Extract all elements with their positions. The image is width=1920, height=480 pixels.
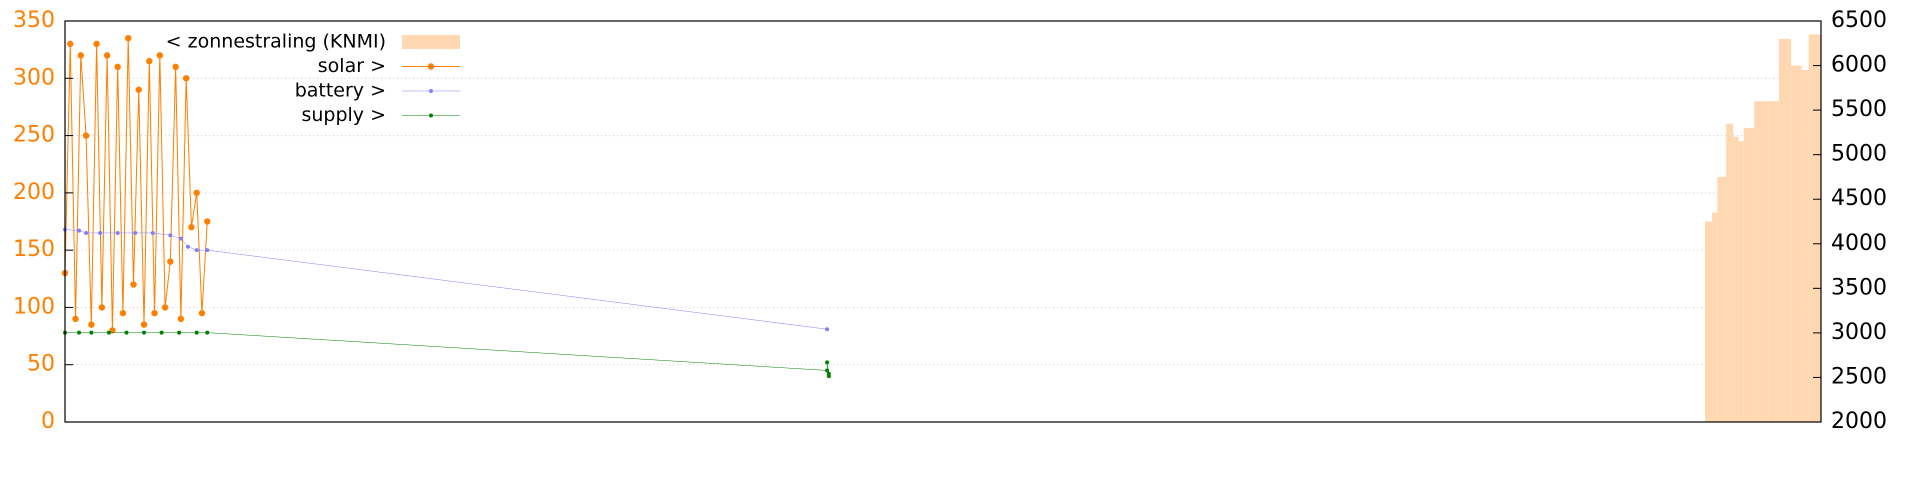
data-point <box>182 75 190 82</box>
data-point <box>77 52 85 59</box>
y-tick-label: 0 <box>41 409 55 434</box>
data-point <box>106 330 111 335</box>
series-line <box>64 38 208 331</box>
data-point <box>167 258 174 265</box>
data-point <box>151 309 158 317</box>
data-point <box>82 132 90 139</box>
data-point <box>88 321 95 328</box>
legend-label: < zonnestraling (KNMI) <box>166 31 386 53</box>
y2-tick-label: 6500 <box>1831 8 1887 33</box>
legend-point <box>429 89 433 93</box>
data-point <box>178 236 183 241</box>
data-point <box>193 189 200 197</box>
area-bar <box>1705 221 1713 422</box>
data-point <box>161 304 169 311</box>
data-point <box>115 230 120 235</box>
legend-point <box>427 63 435 70</box>
area-bar <box>1712 212 1718 422</box>
data-point <box>177 315 185 323</box>
area-bar <box>1743 127 1755 422</box>
data-point <box>124 330 129 335</box>
data-point <box>98 304 106 311</box>
data-point <box>205 248 210 253</box>
data-point <box>67 40 74 48</box>
data-point <box>142 330 147 335</box>
area-bar <box>1717 176 1727 422</box>
area-bar <box>1738 141 1744 423</box>
data-point <box>185 244 190 249</box>
area-bar <box>1754 101 1769 422</box>
data-point <box>133 230 138 235</box>
data-point <box>125 34 132 42</box>
data-point <box>103 52 111 59</box>
y2-tick-label: 4500 <box>1831 186 1887 211</box>
data-point <box>194 248 199 253</box>
y2-tick-label: 3000 <box>1831 320 1887 345</box>
data-point <box>825 327 830 332</box>
data-point <box>77 228 82 233</box>
area-bar <box>1808 34 1821 422</box>
y-tick-label: 100 <box>13 294 55 319</box>
y-tick-label: 200 <box>13 180 55 205</box>
y2-tick-label: 2500 <box>1831 364 1887 389</box>
data-point <box>159 330 164 335</box>
data-point <box>130 281 137 288</box>
y2-tick-label: 2000 <box>1831 409 1887 434</box>
data-point <box>98 230 103 235</box>
legend-label: solar > <box>318 55 386 77</box>
data-point <box>146 57 153 65</box>
y-tick-label: 300 <box>13 65 55 90</box>
series-line <box>65 332 830 377</box>
area-bar <box>1778 38 1792 422</box>
y-tick-label: 150 <box>13 237 55 262</box>
y-tick-label: 250 <box>13 123 55 148</box>
data-point <box>156 52 164 59</box>
data-point <box>114 63 121 71</box>
area-bar <box>1791 65 1802 423</box>
data-point <box>177 330 182 335</box>
plot-frame <box>64 20 1822 423</box>
area-bar <box>1801 70 1809 422</box>
y2-tick-label: 6000 <box>1831 53 1887 78</box>
data-point <box>825 368 830 373</box>
data-point <box>119 309 127 317</box>
data-point <box>135 86 142 93</box>
data-point <box>77 330 82 335</box>
data-point <box>140 321 148 328</box>
legend-swatch <box>402 35 460 49</box>
plot-layer <box>61 20 1821 423</box>
data-point <box>109 327 116 334</box>
area-bar <box>1768 101 1779 422</box>
data-point <box>198 309 206 317</box>
data-point <box>194 330 199 335</box>
data-point <box>168 233 173 238</box>
data-point <box>84 230 89 235</box>
data-point <box>204 218 211 225</box>
data-point <box>826 374 831 379</box>
y2-tick-label: 4000 <box>1831 231 1887 256</box>
legend-point <box>429 113 433 118</box>
y2-tick-label: 3500 <box>1831 275 1887 300</box>
data-point <box>72 315 79 323</box>
legend-label: battery > <box>295 80 386 102</box>
y2-tick-label: 5000 <box>1831 142 1887 167</box>
data-point <box>188 224 195 231</box>
data-point <box>89 330 94 335</box>
data-point <box>150 230 155 235</box>
data-point <box>825 360 830 365</box>
data-point <box>172 63 179 71</box>
data-point <box>205 330 210 335</box>
data-point <box>93 40 100 48</box>
area-bar <box>1726 123 1734 422</box>
legend-label: supply > <box>301 104 386 126</box>
area-bar <box>1733 136 1739 422</box>
y-tick-label: 50 <box>27 352 55 377</box>
y-tick-label: 350 <box>13 8 55 33</box>
y2-tick-label: 5500 <box>1831 97 1887 122</box>
